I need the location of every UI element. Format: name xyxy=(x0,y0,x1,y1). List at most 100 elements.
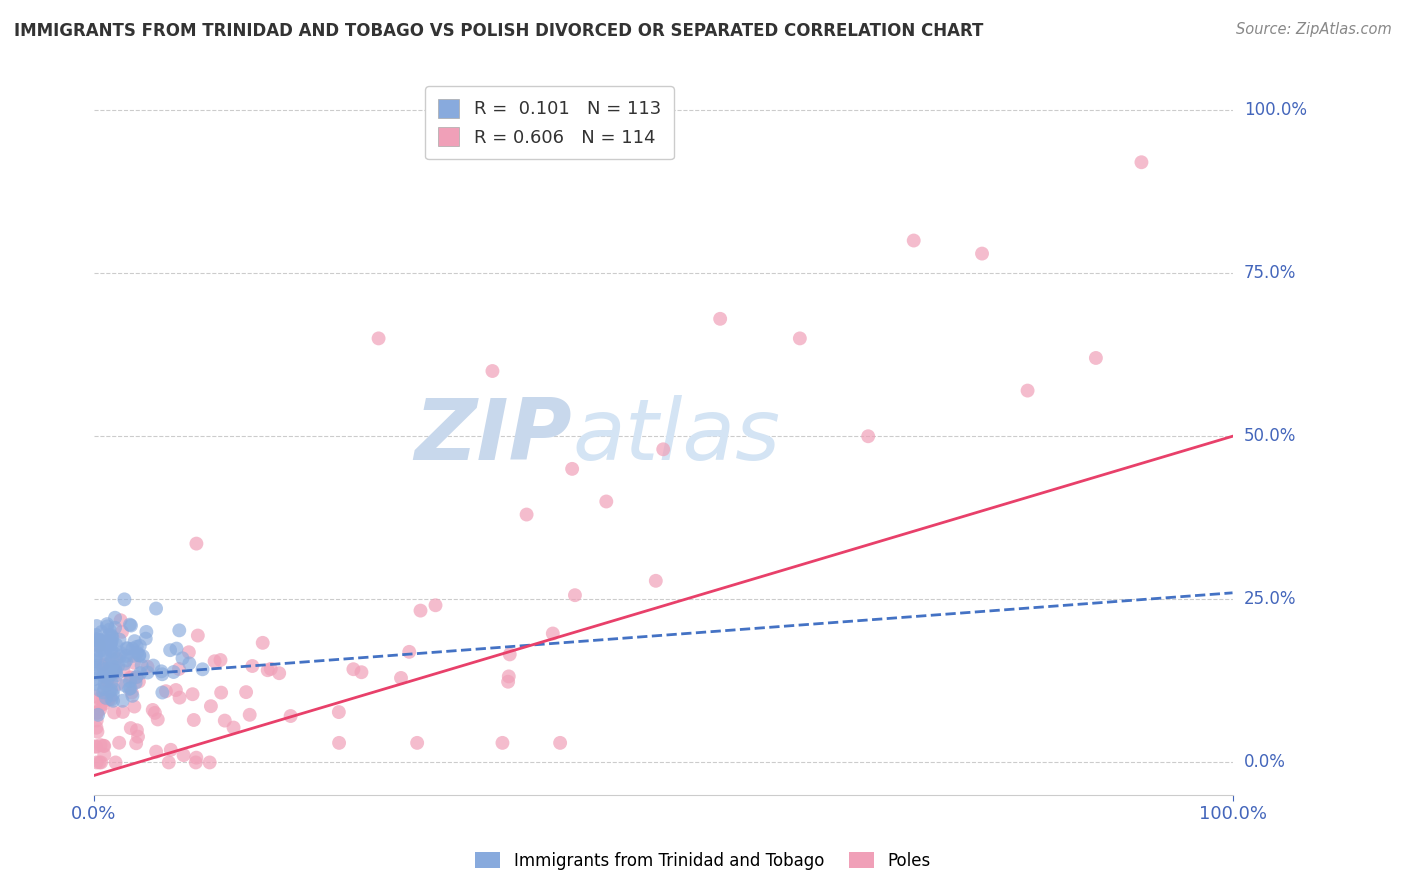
Point xyxy=(200,699,222,714)
Point xyxy=(96,669,118,683)
Point xyxy=(120,681,142,696)
Point xyxy=(107,677,129,691)
Point xyxy=(240,659,263,673)
Point xyxy=(136,660,159,674)
Point xyxy=(120,618,142,632)
Point xyxy=(122,656,145,670)
Point xyxy=(172,651,194,665)
Point xyxy=(103,646,125,660)
Point xyxy=(98,690,121,704)
Point xyxy=(165,683,187,698)
Point xyxy=(114,657,136,671)
Point xyxy=(132,649,155,664)
Text: 75.0%: 75.0% xyxy=(1244,264,1296,282)
Point xyxy=(93,667,115,681)
Point xyxy=(91,643,114,657)
Point xyxy=(184,756,207,770)
Point xyxy=(97,672,120,686)
Point xyxy=(179,657,201,671)
Point xyxy=(644,574,666,588)
Point xyxy=(96,674,118,689)
Point xyxy=(186,536,208,550)
Text: 25.0%: 25.0% xyxy=(1244,591,1296,608)
Point xyxy=(425,599,447,613)
Point xyxy=(166,641,188,656)
Point xyxy=(89,698,111,713)
Point xyxy=(125,670,148,684)
Point xyxy=(191,662,214,676)
Point xyxy=(187,628,209,642)
Point xyxy=(96,617,118,632)
Point xyxy=(209,685,232,699)
Point xyxy=(128,648,150,662)
Point xyxy=(209,653,232,667)
Text: 50.0%: 50.0% xyxy=(1244,427,1296,445)
Point xyxy=(222,721,245,735)
Point xyxy=(84,739,107,754)
Point xyxy=(100,692,122,706)
Point xyxy=(118,617,141,632)
Point xyxy=(595,494,617,508)
Point xyxy=(86,714,108,728)
Point xyxy=(128,639,150,653)
Point xyxy=(146,713,169,727)
Point xyxy=(561,462,583,476)
Point xyxy=(177,645,200,659)
Point xyxy=(159,743,181,757)
Point xyxy=(491,736,513,750)
Point xyxy=(125,736,148,750)
Point xyxy=(159,643,181,657)
Point xyxy=(1017,384,1039,398)
Point xyxy=(90,738,112,752)
Point xyxy=(100,643,122,657)
Point xyxy=(103,706,125,720)
Text: ZIP: ZIP xyxy=(415,395,572,478)
Point xyxy=(903,234,925,248)
Point xyxy=(150,665,173,679)
Point xyxy=(98,635,121,649)
Point xyxy=(98,656,121,670)
Point xyxy=(108,649,131,664)
Point xyxy=(112,664,135,678)
Point xyxy=(169,624,191,638)
Point xyxy=(1130,155,1153,169)
Point xyxy=(112,592,135,607)
Point xyxy=(103,663,125,677)
Point xyxy=(183,713,205,727)
Point xyxy=(100,682,122,697)
Point xyxy=(100,676,122,690)
Point xyxy=(93,739,115,753)
Point xyxy=(101,652,124,666)
Point xyxy=(87,658,110,673)
Point xyxy=(125,646,148,660)
Point xyxy=(98,684,121,698)
Point xyxy=(256,663,278,677)
Point xyxy=(84,648,107,662)
Point xyxy=(101,688,124,702)
Point xyxy=(111,694,134,708)
Point xyxy=(115,641,138,656)
Point xyxy=(98,692,121,706)
Point xyxy=(86,706,108,720)
Point xyxy=(84,628,107,642)
Point xyxy=(127,730,149,744)
Point xyxy=(118,671,141,685)
Point xyxy=(328,736,350,750)
Point xyxy=(87,632,110,647)
Point xyxy=(145,745,167,759)
Point xyxy=(90,637,112,651)
Point xyxy=(114,679,136,693)
Text: 100.0%: 100.0% xyxy=(1244,101,1306,119)
Point xyxy=(128,674,150,689)
Point xyxy=(98,623,121,637)
Point xyxy=(135,624,157,639)
Point xyxy=(135,632,157,646)
Point xyxy=(91,690,114,705)
Point xyxy=(104,665,127,679)
Point xyxy=(86,724,108,739)
Point xyxy=(89,702,111,716)
Point xyxy=(252,636,274,650)
Point xyxy=(406,736,429,750)
Point xyxy=(108,736,131,750)
Point xyxy=(121,670,143,684)
